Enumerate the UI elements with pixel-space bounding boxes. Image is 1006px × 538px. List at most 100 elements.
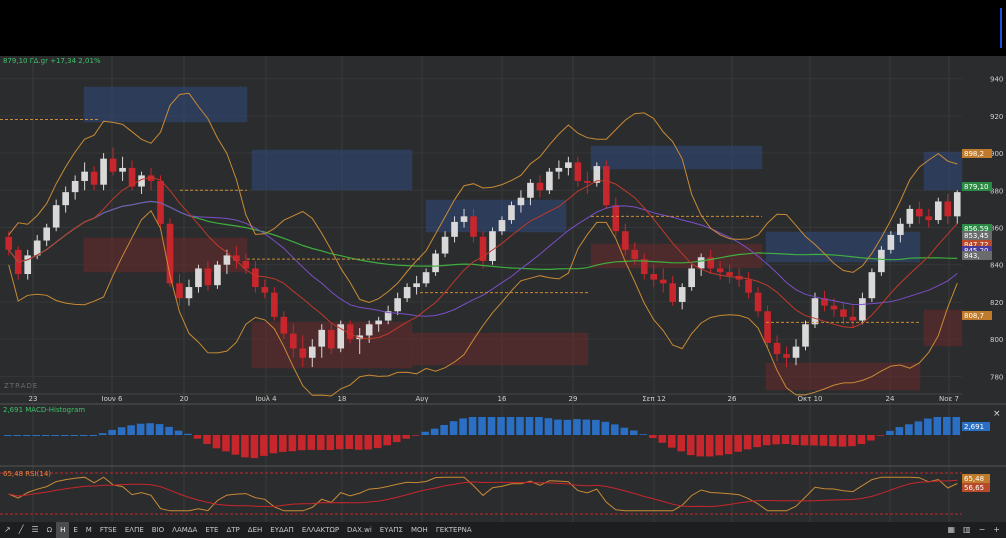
watermark-logo: ZTRADE [4, 382, 39, 390]
bar-chart-icon[interactable]: ▥ [963, 525, 971, 534]
candle-body [356, 335, 364, 340]
symbol-tab-7[interactable]: ΛΑΜΔΑ [172, 526, 198, 534]
chart-type-icon[interactable]: ▦ [947, 525, 956, 534]
macd-bar [554, 419, 562, 435]
symbol-tab-1[interactable]: Η [56, 522, 70, 538]
macd-bar [279, 435, 287, 452]
candle-body [384, 311, 392, 321]
macd-bar [468, 417, 477, 435]
toolbar-right-icons: ▦ ▥ − + [943, 522, 1004, 538]
date-tick-label: 23 [29, 395, 38, 403]
macd-bar [535, 417, 543, 435]
rsi-badge-bg [962, 483, 990, 492]
date-tick-label: 26 [728, 395, 737, 403]
macd-bar [895, 427, 904, 435]
date-tick-label: 20 [180, 395, 189, 403]
candle-body [849, 316, 857, 321]
macd-bar [677, 435, 686, 452]
candle-body [308, 346, 316, 358]
macd-bar [914, 421, 923, 435]
candle-body [934, 201, 942, 221]
candle-body [71, 180, 79, 193]
candle-body [764, 311, 771, 343]
candle-body [631, 249, 639, 260]
bollinger-lower [8, 209, 958, 397]
macd-bar [136, 423, 145, 435]
symbol-tab-16[interactable]: ΓΕΚΤΕΡΝΑ [435, 526, 472, 534]
symbol-tab-9[interactable]: ΔΤΡ [226, 526, 240, 534]
macd-bar [848, 435, 856, 447]
symbol-tab-13[interactable]: DAX.wi [347, 526, 372, 534]
macd-header-label: 2,691 MACD-Histogram [3, 406, 86, 414]
candle-body [138, 175, 145, 187]
pointer-icon[interactable]: ↗ [4, 525, 11, 534]
macd-bar [620, 427, 629, 435]
rsi-badge-bg [962, 474, 990, 483]
symbol-tab-14[interactable]: ΕΥΑΠΣ [379, 526, 403, 534]
symbol-tab-8[interactable]: ΕΤΕ [205, 526, 219, 534]
macd-bar [943, 417, 951, 435]
candle-body [403, 287, 411, 299]
macd-bar [421, 431, 429, 435]
macd-bar [459, 418, 467, 435]
macd-bar [525, 417, 534, 435]
macd-bar [867, 435, 875, 441]
scroll-indicator[interactable] [1000, 8, 1002, 48]
zone-box-10 [765, 362, 921, 391]
macd-bar [724, 435, 733, 455]
candle-body [460, 216, 468, 222]
symbol-tab-5[interactable]: ΕΛΠΕ [124, 526, 144, 534]
symbol-tab-11[interactable]: ΕΥΔΑΠ [270, 526, 294, 534]
candle-body [451, 221, 458, 237]
candle-body [726, 272, 733, 276]
macd-bar [753, 435, 761, 448]
macd-bar [203, 435, 211, 444]
macd-bar [155, 424, 164, 435]
candle-body [33, 240, 41, 256]
chart-area[interactable]: 940 920 900 880 860 840 820 800 780 23 Ιουν 6 20 Ιου… [0, 56, 1006, 522]
symbol-tab-2[interactable]: Ε [73, 526, 78, 534]
candle-body [754, 292, 762, 312]
minus-icon[interactable]: − [978, 525, 986, 534]
macd-bar [772, 435, 780, 445]
macd-bar [146, 423, 154, 435]
symbol-tab-3[interactable]: Μ [85, 526, 92, 534]
symbol-tab-6[interactable]: ΒΙΟ [151, 526, 165, 534]
macd-bar [184, 433, 192, 435]
plus-icon[interactable]: + [993, 525, 1000, 534]
price-tick-label: 900 [990, 150, 1003, 158]
macd-bar [212, 435, 221, 449]
candle-body [840, 309, 847, 317]
candle-body [204, 268, 212, 286]
candle-body [811, 298, 819, 325]
candle-body [688, 268, 695, 288]
macd-bar [933, 417, 942, 435]
candle-body [24, 255, 32, 275]
line-tool-icon[interactable]: ╱ [18, 525, 24, 534]
macd-bar [335, 435, 344, 450]
symbol-tab-0[interactable]: Ω [46, 526, 53, 534]
candle-body [707, 257, 714, 269]
candle-body [318, 329, 326, 347]
candle-body [261, 287, 269, 293]
chart-canvas[interactable]: 940 920 900 880 860 840 820 800 780 23 Ιουν 6 20 Ιου… [0, 56, 1006, 522]
candle-body [271, 292, 278, 317]
macd-bar [89, 435, 97, 436]
macd-bar [924, 418, 932, 435]
symbol-tab-10[interactable]: ΔΕΗ [247, 526, 263, 534]
symbol-tab-4[interactable]: FTSE [99, 526, 117, 534]
close-icon[interactable]: × [993, 409, 1001, 419]
candle-body [394, 298, 401, 312]
symbol-tab-12[interactable]: ΕΛΛΑΚΤΩΡ [301, 526, 340, 534]
price-badge-text: 843, [964, 252, 980, 260]
macd-bar [193, 435, 202, 439]
candle-body [792, 346, 800, 358]
symbol-tab-15[interactable]: ΜΟΗ [410, 526, 428, 534]
macd-bar [563, 419, 572, 435]
candle-body [470, 216, 477, 237]
macd-bar [876, 435, 885, 436]
macd-bar [174, 430, 183, 435]
grid-icon[interactable]: ☰ [31, 525, 39, 534]
macd-bar [838, 435, 847, 447]
candle-body [536, 182, 544, 191]
